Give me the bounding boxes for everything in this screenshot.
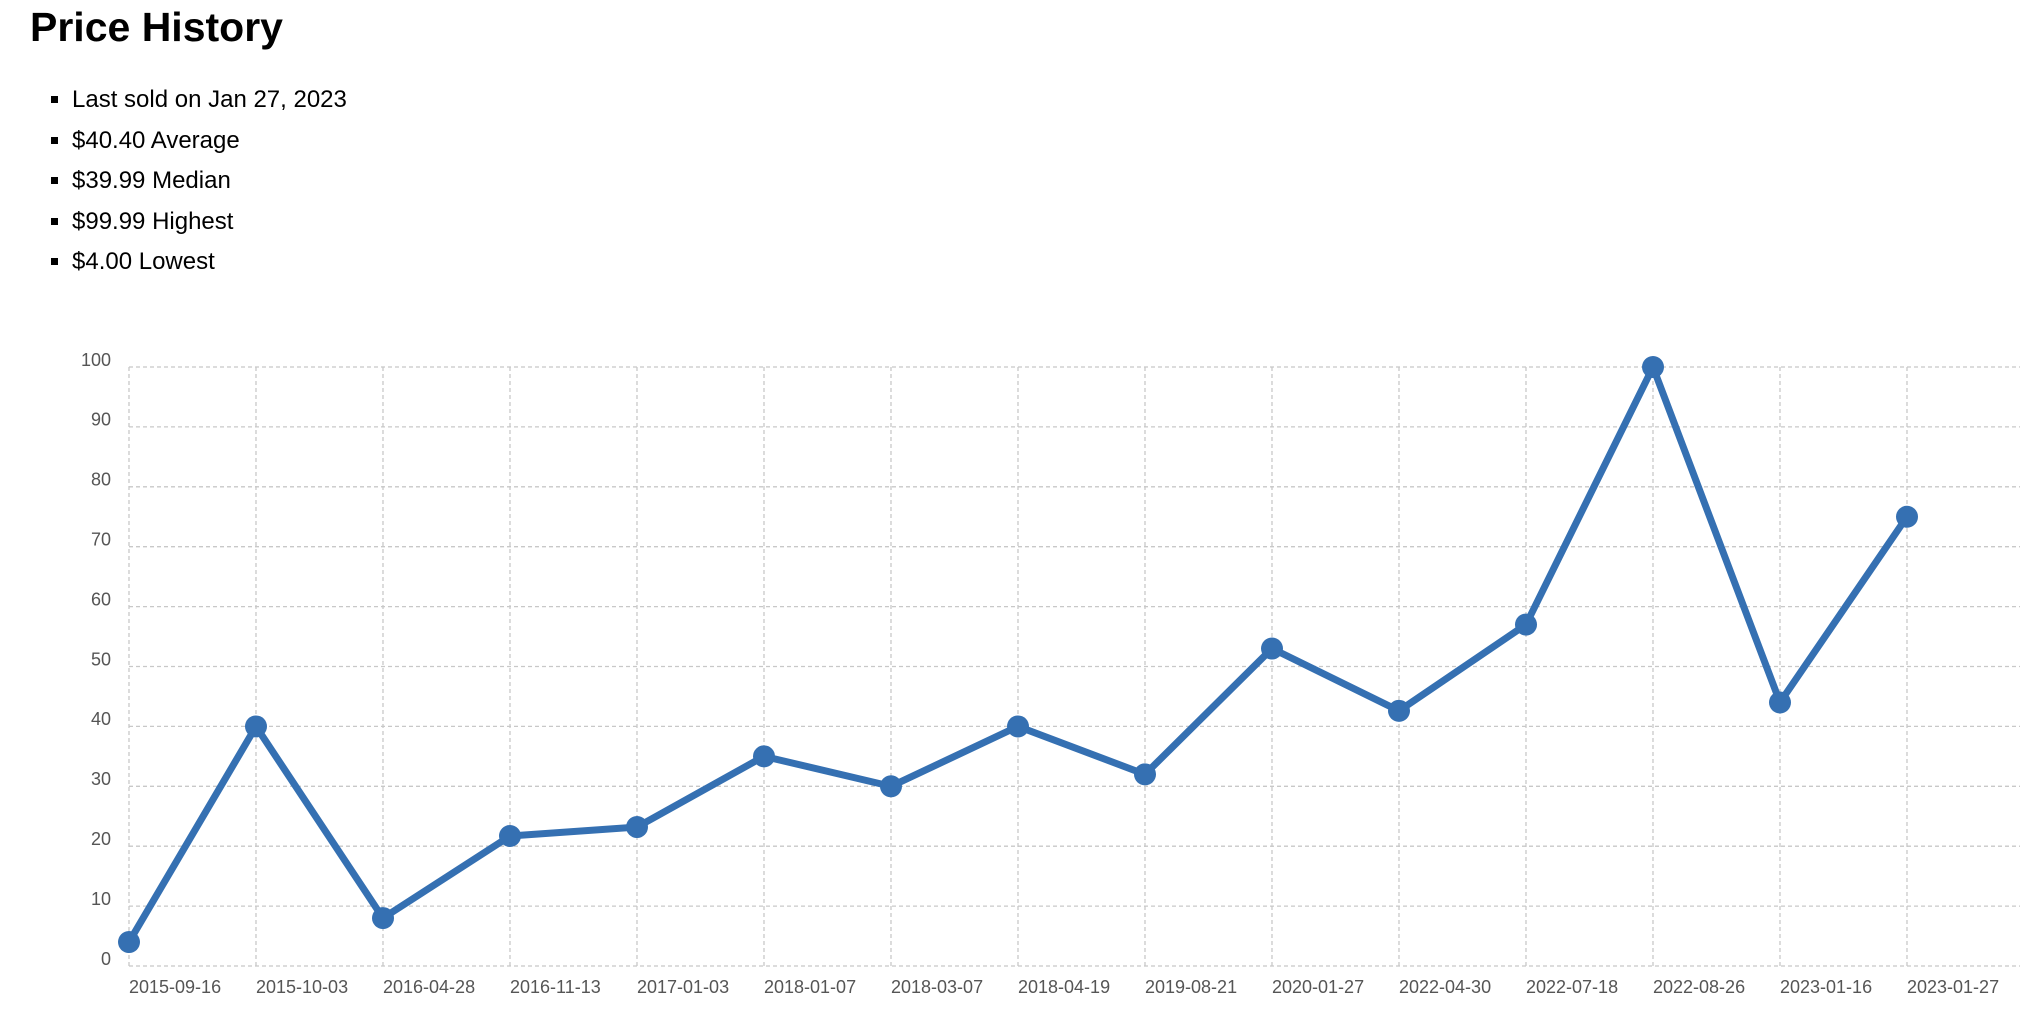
stats-list: Last sold on Jan 27, 2023$40.40 Average$… xyxy=(22,80,347,283)
price-point xyxy=(1642,356,1664,379)
y-tick-label: 50 xyxy=(91,649,111,669)
price-point xyxy=(499,825,521,848)
price-point xyxy=(1007,715,1029,738)
price-point xyxy=(1134,763,1156,786)
page-title: Price History xyxy=(30,4,283,50)
x-tick-label: 2015-09-16 xyxy=(129,977,221,997)
stat-item: Last sold on Jan 27, 2023 xyxy=(72,80,347,121)
x-tick-label: 2023-01-16 xyxy=(1780,977,1872,997)
price-point xyxy=(880,775,902,798)
price-point xyxy=(753,745,775,768)
price-point xyxy=(1896,505,1918,528)
price-point xyxy=(1515,613,1537,636)
price-point xyxy=(245,715,267,738)
x-tick-label: 2015-10-03 xyxy=(256,977,348,997)
y-tick-label: 100 xyxy=(81,350,111,370)
y-tick-label: 10 xyxy=(91,889,111,909)
y-tick-label: 0 xyxy=(101,949,111,969)
x-tick-label: 2018-04-19 xyxy=(1018,977,1110,997)
stat-item: $40.40 Average xyxy=(72,121,347,162)
x-tick-label: 2023-01-27 xyxy=(1907,977,1999,997)
price-point xyxy=(118,931,140,954)
x-tick-label: 2022-04-30 xyxy=(1399,977,1491,997)
price-point xyxy=(1769,691,1791,714)
stat-item: $39.99 Median xyxy=(72,161,347,202)
stat-item: $99.99 Highest xyxy=(72,202,347,243)
x-tick-label: 2018-01-07 xyxy=(764,977,856,997)
price-point xyxy=(1261,637,1283,660)
x-tick-label: 2018-03-07 xyxy=(891,977,983,997)
x-tick-label: 2019-08-21 xyxy=(1145,977,1237,997)
y-tick-label: 20 xyxy=(91,829,111,849)
y-tick-label: 90 xyxy=(91,410,111,430)
x-tick-label: 2016-04-28 xyxy=(383,977,475,997)
x-tick-label: 2017-01-03 xyxy=(637,977,729,997)
x-tick-label: 2022-08-26 xyxy=(1653,977,1745,997)
y-tick-label: 60 xyxy=(91,589,111,609)
price-point xyxy=(1388,699,1410,722)
x-tick-label: 2022-07-18 xyxy=(1526,977,1618,997)
x-tick-label: 2016-11-13 xyxy=(510,977,601,997)
y-tick-label: 70 xyxy=(91,529,111,549)
x-tick-label: 2020-01-27 xyxy=(1272,977,1364,997)
y-tick-label: 30 xyxy=(91,769,111,789)
stat-item: $4.00 Lowest xyxy=(72,242,347,283)
price-point xyxy=(626,816,648,839)
y-tick-label: 80 xyxy=(91,470,111,490)
price-point xyxy=(372,907,394,930)
y-tick-label: 40 xyxy=(91,709,111,729)
